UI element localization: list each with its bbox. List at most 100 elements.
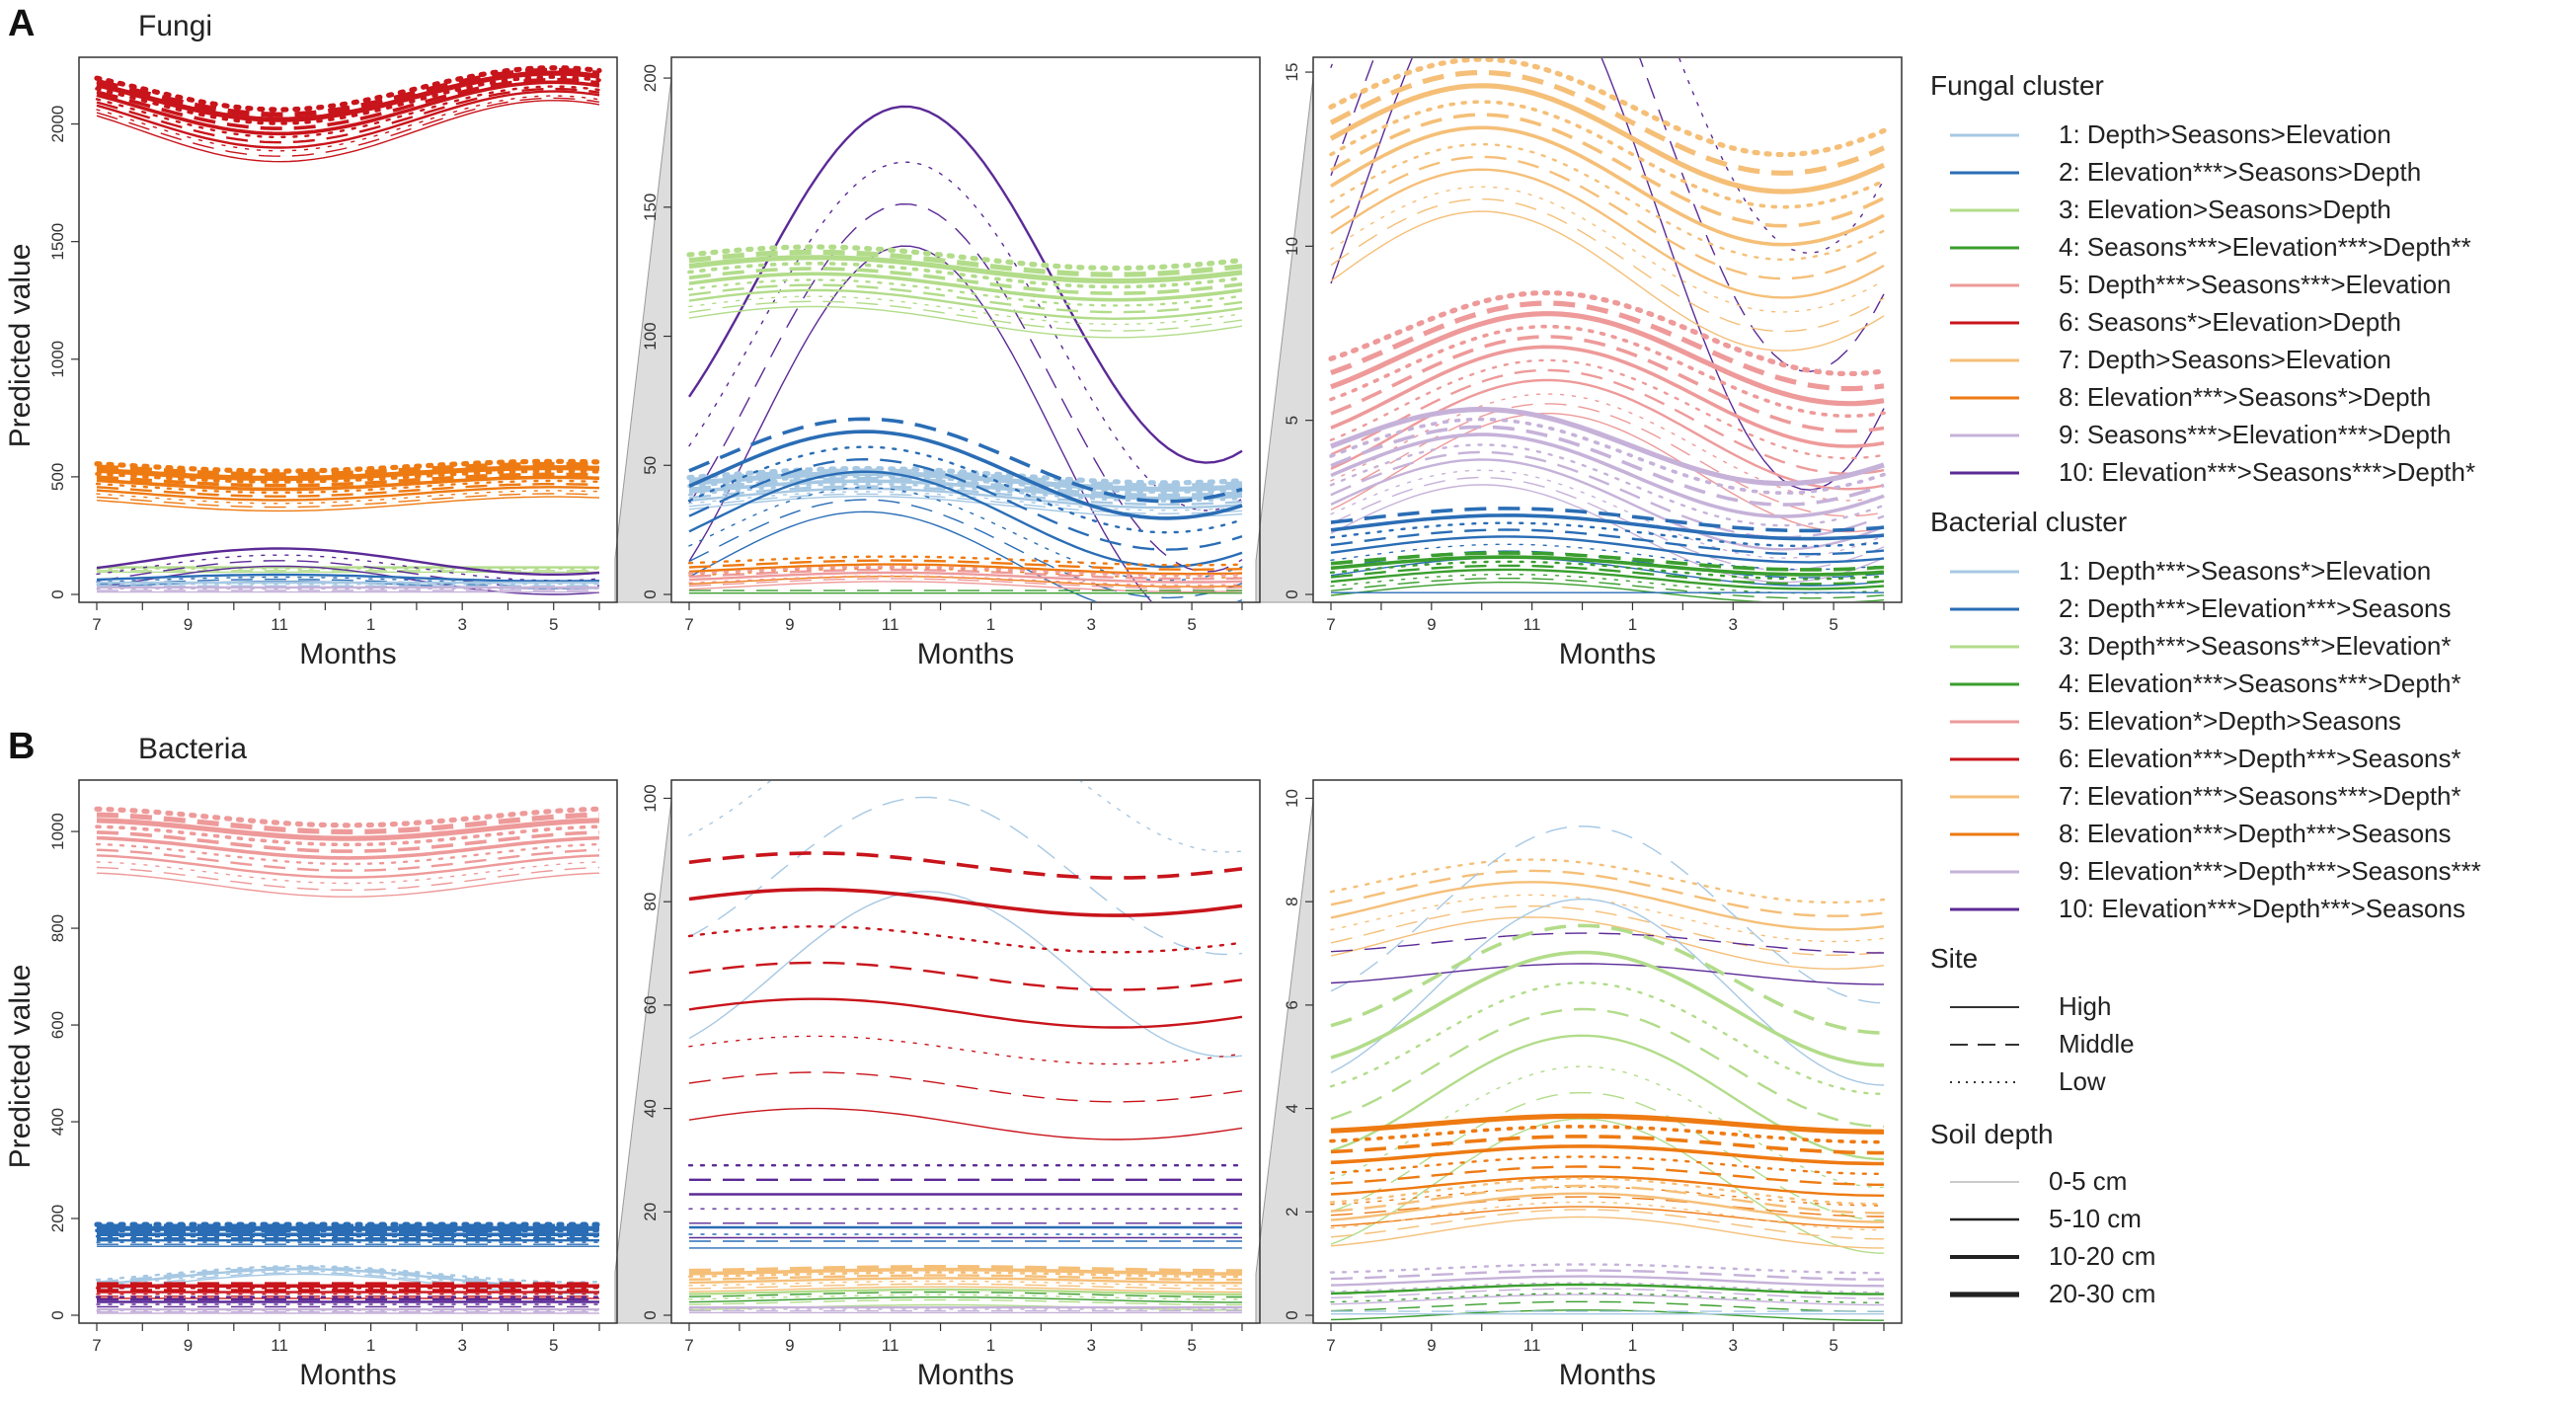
series-line-a3-c5-11	[1328, 290, 1887, 377]
x-tick-label: 5	[549, 615, 558, 634]
series-line-a1-c8-6	[96, 475, 600, 492]
series-line-a1-c6-8	[95, 75, 601, 125]
series-line-b3-c8-4	[1330, 1165, 1884, 1186]
series-line-b3-c7-1	[1330, 1209, 1885, 1240]
series-group	[686, 105, 1245, 601]
x-axis-label-a3: Months	[1559, 638, 1656, 670]
series-line-b3-c7-4	[1330, 869, 1885, 917]
series-line-a2-c2-3	[688, 470, 1243, 569]
series-line-b3-c8-1	[1330, 1196, 1884, 1217]
series-line-b3-c9-3	[1330, 1275, 1885, 1288]
y-tick-label: 10	[1283, 237, 1301, 256]
x-tick-label: 1	[1628, 615, 1637, 634]
legend-depth-label: 5-10 cm	[2049, 1204, 2142, 1233]
y-tick-label: 10	[1283, 789, 1301, 808]
series-line-a3-c4-7	[1330, 551, 1885, 572]
series-line-a3-c7-5	[1329, 142, 1886, 262]
series-line-b1-c5-4	[96, 848, 600, 872]
plot-frame-b3	[1312, 779, 1903, 1324]
panel-b-title: Bacteria	[138, 733, 247, 765]
legend-item-label: 3: Elevation>Seasons>Depth	[2059, 195, 2391, 224]
series-line-a1-c10-3	[96, 547, 600, 576]
series-line-b3-c8-8	[1329, 1125, 1886, 1144]
series-line-b3-c3-3	[1330, 1034, 1885, 1161]
series-line-a2-c8-4	[688, 559, 1243, 571]
legend-item-label: 4: Seasons***>Elevation***>Depth**	[2059, 232, 2471, 262]
series-line-b1-c1-2	[96, 1270, 600, 1290]
series-line-a3-c5-0	[1330, 413, 1885, 533]
y-tick-label: 15	[1283, 63, 1301, 82]
series-line-a3-c2-6	[1330, 513, 1885, 541]
series-line-a3-c5-9	[1330, 311, 1885, 407]
x-tick-label: 7	[92, 1336, 101, 1355]
series-line-b3-c1-1	[1330, 825, 1885, 1004]
y-tick-label: 80	[641, 893, 660, 911]
series-line-b2-c7-7	[688, 1265, 1242, 1273]
series-line-a2-c1-7	[688, 477, 1243, 498]
series-line-a2-c1-4	[688, 485, 1243, 506]
series-line-a1-c6-4	[96, 87, 600, 144]
series-line-b3-c7-0	[1330, 1216, 1884, 1249]
series-line-a3-c7-1	[1330, 197, 1885, 333]
series-line-a3-c2-5	[1329, 521, 1886, 548]
series-line-b3-c7-3	[1330, 881, 1885, 931]
series-line-a3-c2-7	[1330, 507, 1885, 533]
legend-item-label: 3: Depth***>Seasons**>Elevation*	[2059, 631, 2452, 661]
series-line-a1-c8-0	[96, 496, 600, 512]
series-line-b3-c8-3	[1330, 1175, 1885, 1197]
series-line-a2-c8-5	[687, 555, 1244, 567]
series-line-a2-c3-8	[687, 262, 1244, 289]
series-line-b3-c3-1	[1330, 1091, 1885, 1221]
series-group	[94, 65, 602, 595]
series-line-b2-c7-0	[688, 1286, 1242, 1294]
panel-a-label: A	[8, 3, 35, 44]
series-line-b2-c4-0	[688, 1296, 1242, 1303]
series-line-b1-c5-7	[96, 830, 600, 853]
series-line-b3-c8-0	[1330, 1206, 1884, 1228]
series-line-a2-c3-4	[688, 283, 1243, 314]
series-line-b3-c10-1	[1330, 932, 1884, 954]
series-group	[1329, 825, 1886, 1321]
series-line-a2-c1-3	[688, 487, 1243, 510]
series-line-b3-c3-6	[1330, 950, 1885, 1067]
series-line-a3-c4-0	[1330, 582, 1885, 601]
series-line-a3-c2-2	[1330, 543, 1885, 571]
series-line-a2-c10-3	[688, 105, 1243, 464]
series-line-b3-c4-0	[1330, 1309, 1884, 1321]
series-line-b3-c7-3	[1330, 1192, 1885, 1223]
legend-item-label: 5: Elevation*>Depth>Seasons	[2059, 706, 2401, 736]
series-line-a3-c5-7	[1330, 335, 1885, 433]
panel-a-ylabel: Predicted value	[4, 244, 37, 448]
legend-item-label: 5: Depth***>Seasons***>Elevation	[2059, 270, 2452, 299]
series-line-a1-c10-0	[96, 565, 600, 595]
series-line-b3-c7-1	[1330, 904, 1885, 956]
plot-frame-a1	[78, 56, 618, 603]
series-line-b3-c9-5	[1329, 1263, 1886, 1275]
series-line-a2-c3-0	[688, 305, 1243, 339]
x-tick-label: 11	[1523, 1336, 1541, 1355]
series-line-a2-c10-1	[688, 202, 1243, 573]
series-line-a1-c8-8	[95, 469, 601, 484]
y-tick-label: 100	[641, 322, 660, 350]
x-axis-label-a1: Months	[299, 638, 396, 670]
x-axis-label-b1: Months	[299, 1359, 396, 1391]
x-tick-label: 5	[1829, 615, 1837, 634]
y-tick-label: 4	[1283, 1104, 1301, 1113]
series-line-b3-c7-0	[1330, 916, 1885, 970]
x-tick-label: 3	[1729, 1336, 1738, 1355]
series-line-b3-c1-0	[1330, 898, 1885, 1086]
series-line-a1-c6-5	[95, 85, 601, 138]
series-line-a3-c9-1	[1330, 476, 1885, 572]
series-line-b2-c4-1	[688, 1291, 1242, 1298]
series-line-b3-c9-0	[1330, 1294, 1884, 1306]
legend-site-label: Middle	[2059, 1029, 2135, 1059]
series-line-b3-c7-5	[1329, 1177, 1886, 1206]
y-tick-label: 0	[641, 1310, 660, 1319]
legend-item-label: 4: Elevation***>Seasons***>Depth*	[2059, 668, 2461, 698]
series-line-a3-c4-5	[1329, 560, 1886, 581]
series-line-a1-c6-6	[96, 80, 600, 136]
series-line-a2-c2-6	[688, 430, 1243, 520]
legend-fungal-title: Fungal cluster	[1930, 70, 2104, 101]
legend-bacterial-items: 1: Depth***>Seasons*>Elevation 2: Depth**…	[1950, 556, 2481, 923]
